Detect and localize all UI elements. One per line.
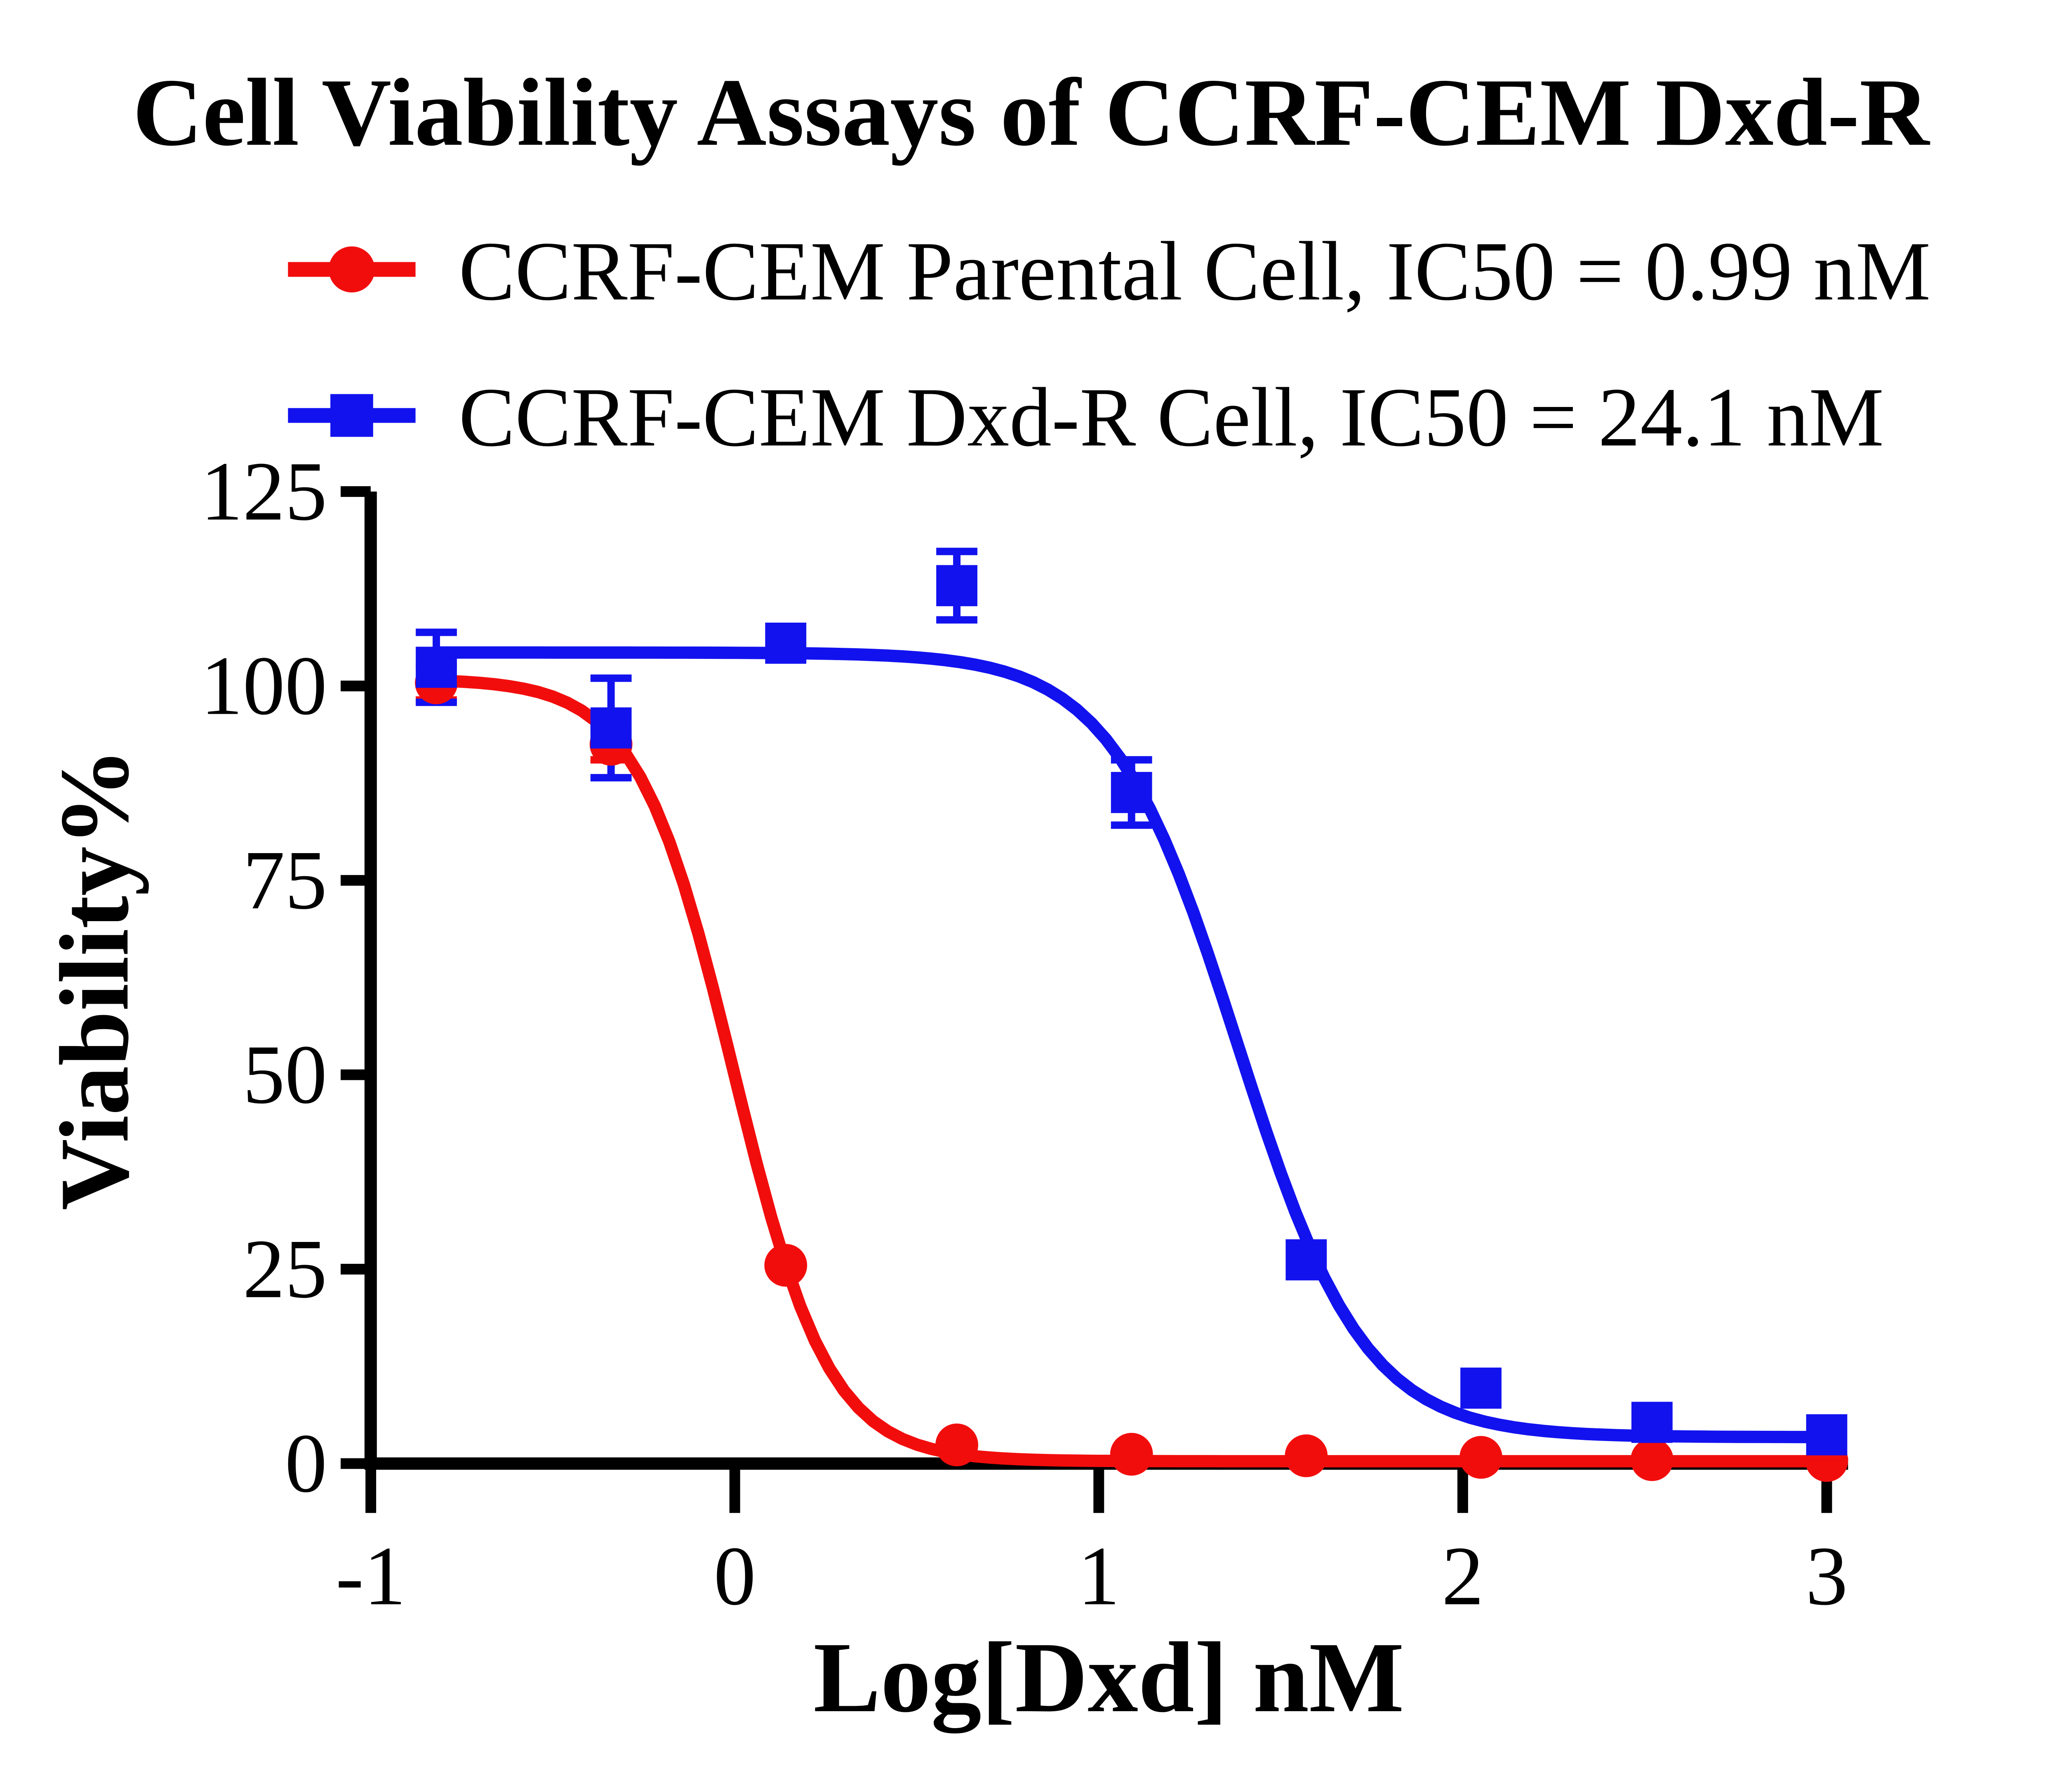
x-tick-label: 0 (714, 1530, 756, 1623)
markers-dxdr (416, 565, 1848, 1456)
legend-marker-dxdr-square-icon (288, 394, 416, 437)
y-tick-label: 75 (243, 834, 327, 927)
data-point-square-icon (1460, 1367, 1502, 1409)
legend-label-parental: CCRF-CEM Parental Cell, IC50 = 0.99 nM (459, 225, 1930, 318)
data-point-circle-icon (764, 1244, 807, 1287)
data-point-circle-icon (1110, 1432, 1153, 1476)
y-tick-label: 100 (200, 639, 327, 732)
data-point-circle-icon (935, 1423, 978, 1467)
data-point-circle-icon (1285, 1434, 1328, 1477)
y-tick-label: 25 (243, 1223, 327, 1316)
data-point-square-icon (1111, 772, 1152, 813)
chart-title: Cell Viability Assays of CCRF-CEM Dxd-R (133, 59, 1930, 166)
data-point-square-icon (1806, 1414, 1848, 1456)
data-point-square-icon (1631, 1402, 1673, 1443)
legend-label-dxdr: CCRF-CEM Dxd-R Cell, IC50 = 24.1 nM (459, 371, 1884, 464)
data-point-square-icon (765, 623, 807, 664)
y-axis-label: Viability% (40, 748, 149, 1210)
x-tick-label: -1 (336, 1530, 406, 1623)
y-tick-label: 0 (285, 1417, 327, 1510)
y-tick-label: 125 (200, 445, 327, 538)
legend: CCRF-CEM Parental Cell, IC50 = 0.99 nM C… (288, 225, 1931, 464)
data-point-square-icon (590, 707, 632, 749)
markers-parental (415, 661, 1848, 1482)
x-tick-label: 3 (1805, 1530, 1848, 1623)
x-tick-label: 1 (1078, 1530, 1120, 1623)
data-point-circle-icon (1630, 1438, 1674, 1481)
legend-marker-parental-circle-icon (288, 246, 416, 293)
x-tick-label: 2 (1442, 1530, 1484, 1623)
data-series (415, 548, 1848, 1482)
data-point-square-icon (1285, 1239, 1327, 1281)
data-point-square-icon (936, 565, 977, 607)
x-axis-label: Log[Dxd] nM (813, 1621, 1404, 1733)
data-point-square-icon (416, 647, 457, 688)
data-point-circle-icon (1459, 1436, 1502, 1479)
y-tick-label: 50 (243, 1028, 327, 1121)
